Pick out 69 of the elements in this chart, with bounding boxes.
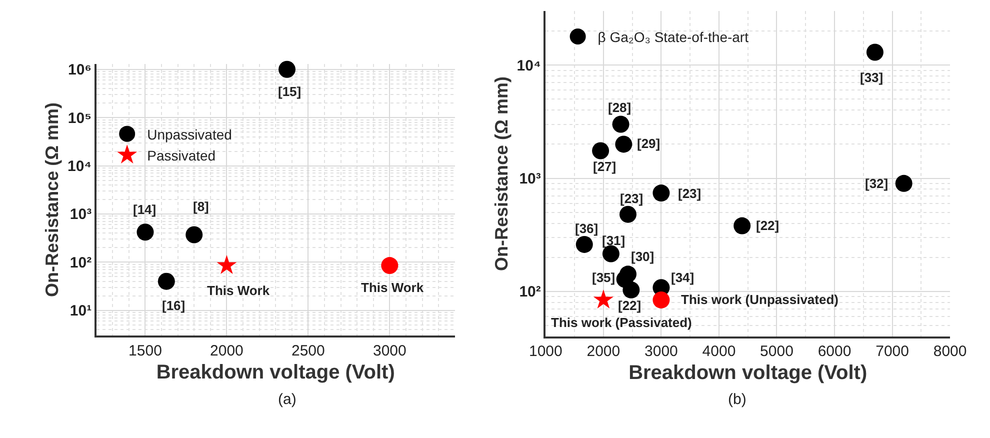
annotation: [14] [133,202,156,217]
annotation: [27] [593,159,616,174]
y-axis-title: On-Resistance (Ω mm) [492,76,512,272]
point [652,184,670,202]
y-tick-label: 10³ [70,206,92,224]
annotation: [28] [608,100,632,115]
annotation: [35] [592,270,616,285]
x-tick-label: 3000 [372,342,406,360]
text: (b) [728,391,746,408]
y-tick-label: 10¹ [70,302,92,320]
annotation: [22] [756,218,780,233]
point [612,116,630,133]
annotation: [16] [162,298,186,313]
point [278,60,296,78]
annotation: [22] [618,298,642,313]
point [619,206,636,223]
point [622,281,640,298]
annotation: This Work [207,283,270,298]
annotation: [36] [575,221,598,236]
point [615,136,632,153]
x-tick-label: 4000 [702,343,736,360]
y-tick-label: 10² [70,254,92,272]
legend-label: β Ga₂O₃ State-of-the-art [598,28,749,45]
point [895,174,912,192]
point [216,255,237,274]
annotation: [15] [278,84,302,99]
x-tick-label: 1000 [528,343,562,360]
annotation: [31] [602,233,626,248]
point [158,272,175,290]
annotation: [23] [678,186,702,201]
point [734,217,751,234]
point [186,226,203,244]
annotation: [29] [637,136,660,151]
annotation: [33] [860,70,884,85]
x-tick-label: 3000 [644,343,678,360]
annotation: [8] [193,199,209,214]
y-tick-label: 10⁶ [68,62,92,79]
y-axis-title: On-Resistance (Ω mm) [42,102,62,297]
annotation: [23] [620,191,644,206]
y-tick-label: 10⁴ [516,57,541,74]
y-tick-label: 10⁴ [67,158,92,176]
y-tick-label: 10³ [519,170,541,188]
point [652,291,670,308]
x-tick-label: 8000 [933,343,967,360]
x-tick-label: 2000 [210,342,244,360]
annotation: This Work [361,280,424,295]
annotation: This work (Unpassivated) [681,292,838,307]
x-axis-title: Breakdown voltage (Volt) [156,361,395,384]
x-tick-label: 2000 [586,343,620,360]
legend-label: Passivated [147,148,216,164]
x-tick-label: 2500 [292,342,325,360]
annotation: [34] [671,270,694,285]
point [866,44,884,61]
x-tick-label: 1500 [128,342,162,360]
x-tick-label: 6000 [818,343,852,360]
annotation: This work (Passivated) [551,315,692,330]
point [136,224,154,241]
point [592,142,610,160]
x-axis-title: Breakdown voltage (Volt) [628,362,868,384]
point [576,236,593,253]
x-tick-label: 5000 [760,343,794,360]
y-tick-label: 10⁵ [68,110,92,127]
legend-label: Unpassivated [147,126,232,142]
text: (a) [278,391,296,408]
annotation: [30] [631,249,654,264]
annotation: [32] [865,176,888,191]
x-tick-label: 7000 [876,343,909,360]
y-tick-label: 10² [519,284,541,301]
point [593,289,614,308]
